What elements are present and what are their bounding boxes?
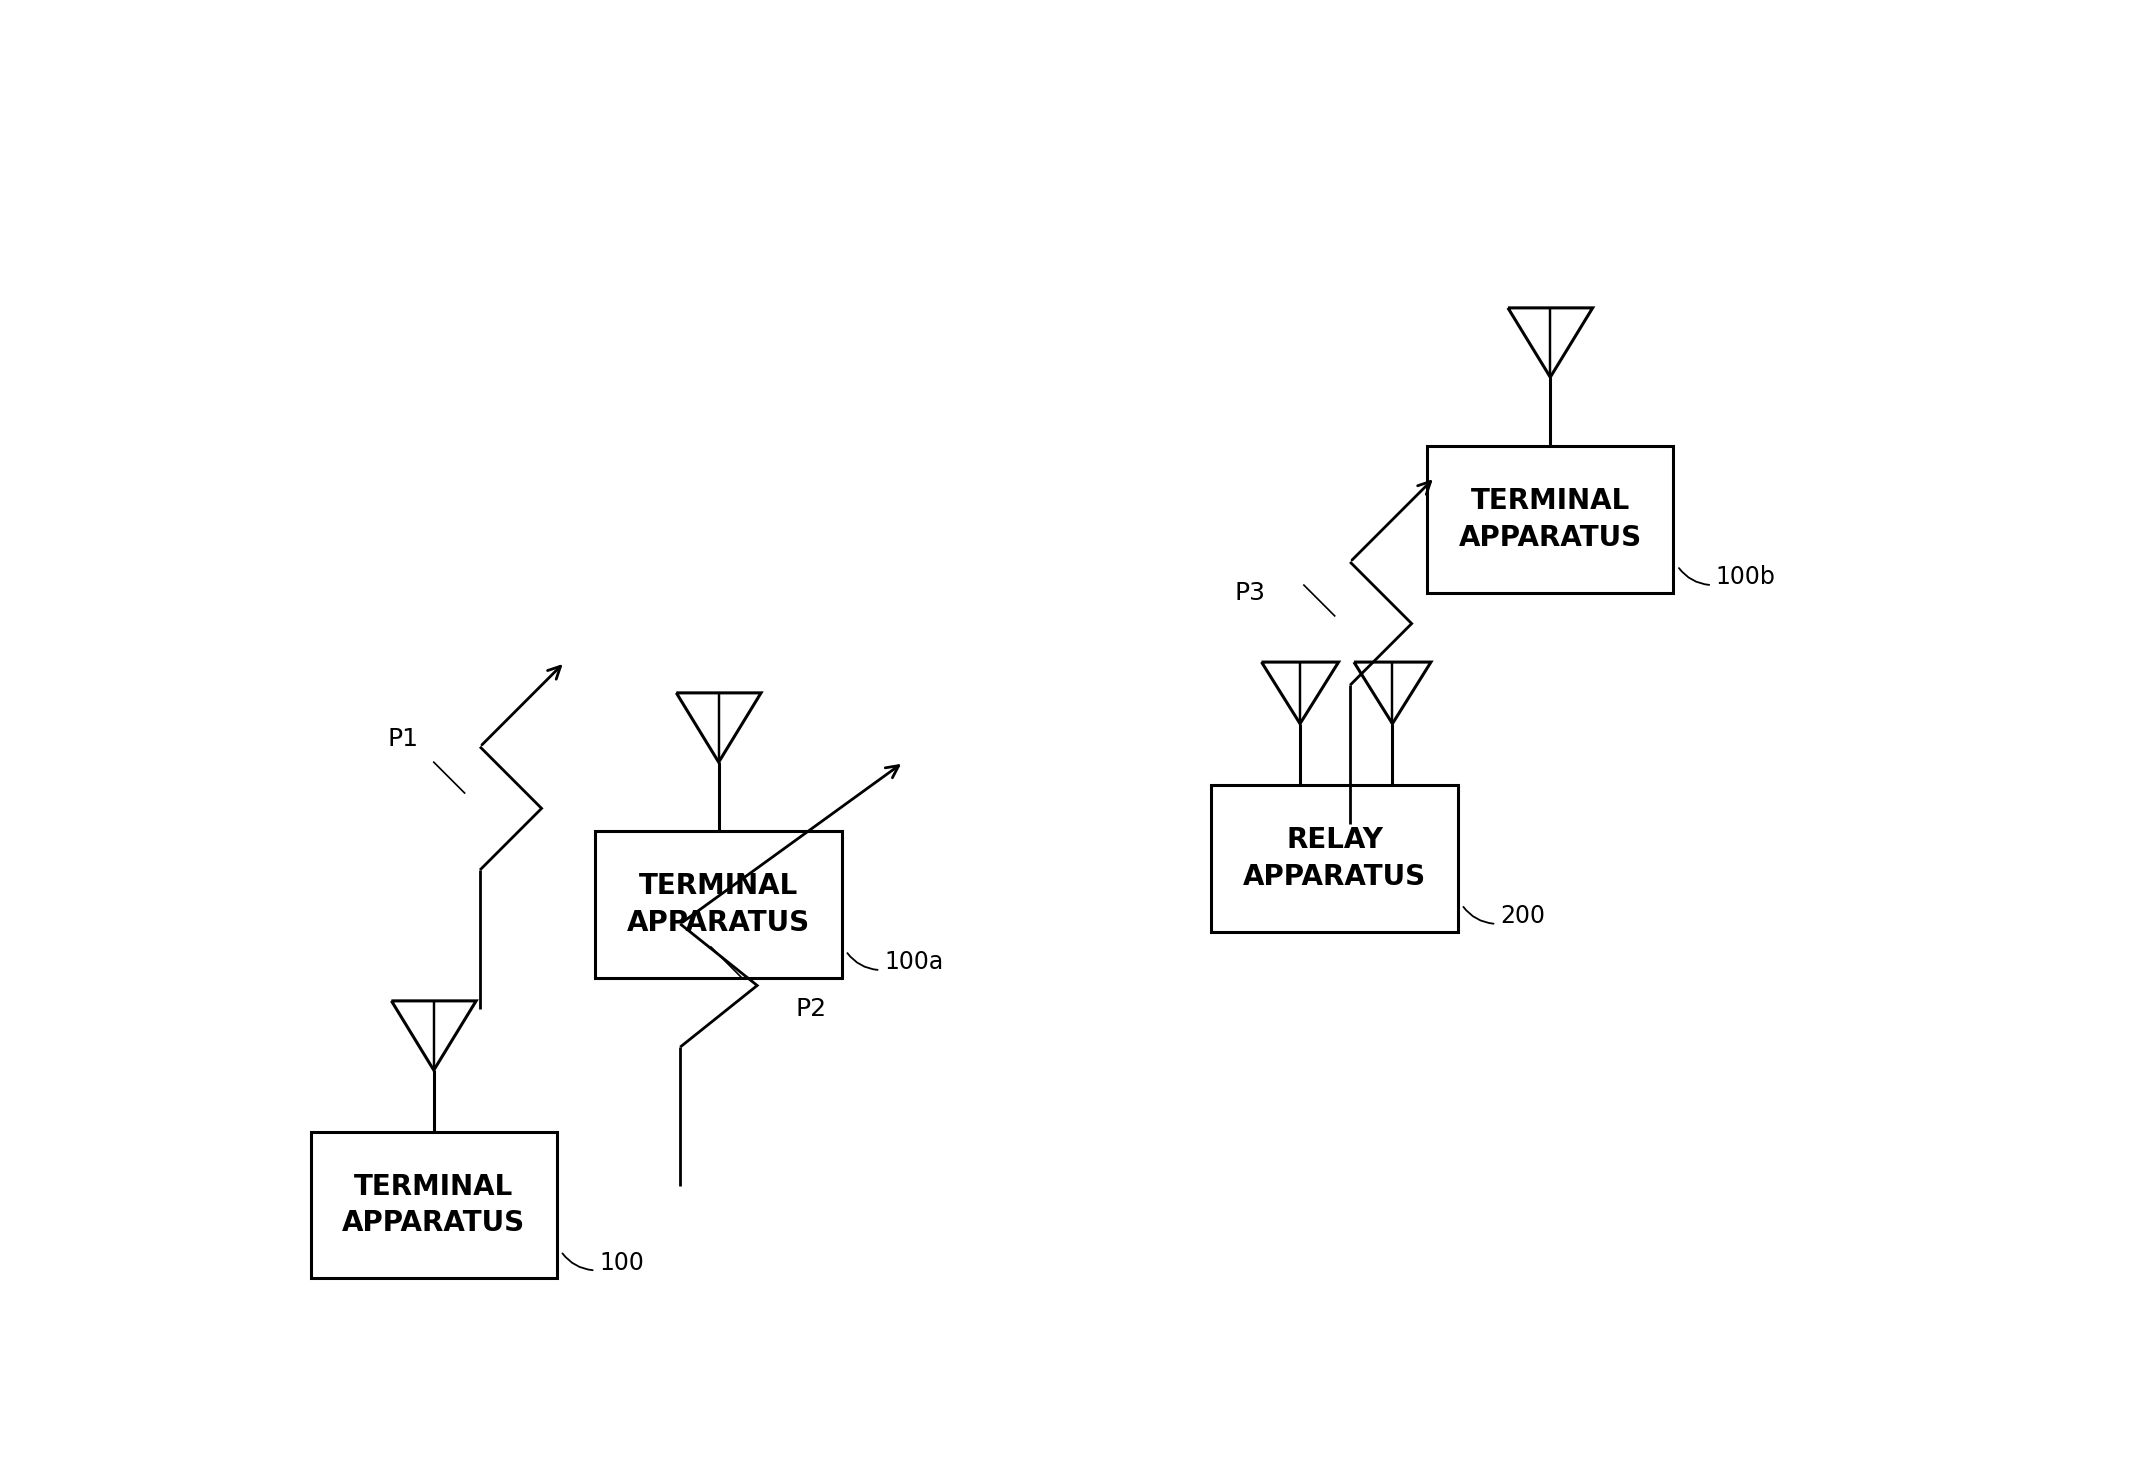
Text: 100a: 100a [883,950,943,974]
Text: 200: 200 [1500,904,1545,928]
Text: RELAY
APPARATUS: RELAY APPARATUS [1244,826,1426,890]
Text: TERMINAL
APPARATUS: TERMINAL APPARATUS [627,873,811,937]
Text: P1: P1 [388,727,418,751]
Text: TERMINAL
APPARATUS: TERMINAL APPARATUS [1460,487,1641,553]
Bar [312,1132,557,1278]
Bar [1212,785,1458,931]
Text: 100b: 100b [1716,566,1775,589]
Text: P2: P2 [796,997,826,1020]
Text: 100: 100 [600,1250,644,1275]
Text: P3: P3 [1236,580,1265,605]
Bar [595,832,843,978]
Text: TERMINAL
APPARATUS: TERMINAL APPARATUS [341,1173,525,1237]
Bar [1428,446,1673,592]
